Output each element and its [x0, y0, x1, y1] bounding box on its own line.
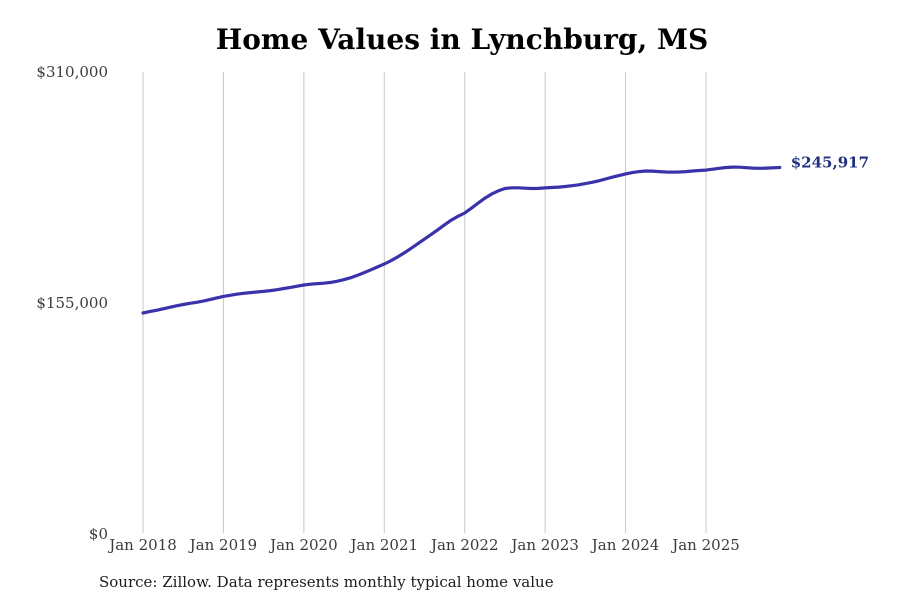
y-tick-label: $155,000	[36, 294, 108, 312]
y-tick-label: $310,000	[36, 63, 108, 81]
x-tick-label: Jan 2020	[268, 536, 338, 554]
x-tick-label: Jan 2018	[107, 536, 177, 554]
home-value-line	[141, 165, 782, 315]
x-tick-label: Jan 2021	[349, 536, 419, 554]
x-tick-label: Jan 2025	[670, 536, 740, 554]
source-note: Source: Zillow. Data represents monthly …	[99, 573, 554, 591]
latest-value-label: $245,917	[791, 154, 869, 172]
x-tick-label: Jan 2024	[590, 536, 660, 554]
x-tick-label: Jan 2023	[509, 536, 579, 554]
x-tick-label: Jan 2019	[188, 536, 258, 554]
chart-title: Home Values in Lynchburg, MS	[215, 23, 709, 56]
y-tick-label: $0	[89, 525, 108, 543]
x-tick-label: Jan 2022	[429, 536, 499, 554]
